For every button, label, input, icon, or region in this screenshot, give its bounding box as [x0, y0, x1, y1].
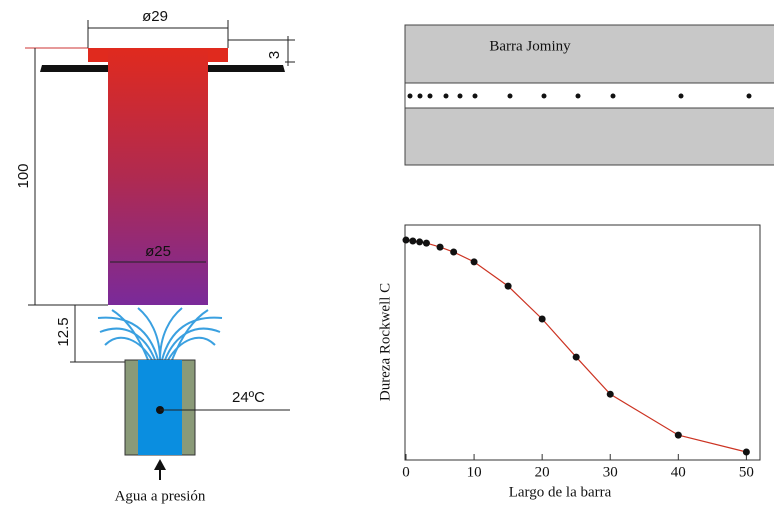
- flange-height: 3: [266, 51, 283, 59]
- length: 100: [15, 163, 32, 188]
- water-spray: [97, 307, 223, 361]
- data-point: [470, 258, 478, 266]
- plot-frame: [404, 224, 761, 461]
- data-point: [402, 236, 410, 244]
- data-point: [504, 282, 512, 290]
- jominy-bar: [404, 24, 774, 166]
- specimen: [25, 47, 285, 305]
- x-tick-label: 30: [603, 464, 618, 480]
- data-point: [450, 248, 458, 256]
- hardness-curve: [405, 239, 747, 453]
- data-point: [416, 238, 424, 246]
- data-point: [436, 243, 444, 251]
- bar-label: Barra Jominy: [489, 38, 571, 54]
- data-point: [742, 448, 750, 456]
- nozzle: [124, 359, 290, 480]
- x-tick-label: 10: [467, 464, 482, 480]
- x-tick-label: 40: [671, 464, 686, 480]
- data-point: [606, 390, 614, 398]
- water-temperature: 24ºC: [232, 389, 265, 406]
- y-axis-label: Dureza Rockwell C: [377, 283, 393, 401]
- x-tick-label: 20: [535, 464, 550, 480]
- data-point: [422, 239, 430, 247]
- dimensions: [28, 20, 295, 363]
- x-axis-label: Largo de la barra: [509, 484, 612, 500]
- data-point: [538, 315, 546, 323]
- water-label: Agua a presión: [115, 488, 206, 504]
- top-diameter: ø29: [142, 8, 168, 25]
- data-point: [409, 237, 417, 245]
- data-point: [674, 431, 682, 439]
- x-tick-label: 0: [402, 464, 410, 480]
- bar-diameter: ø25: [145, 243, 171, 260]
- x-tick-label: 50: [739, 464, 754, 480]
- gap: 12.5: [55, 317, 72, 346]
- data-point: [572, 353, 580, 361]
